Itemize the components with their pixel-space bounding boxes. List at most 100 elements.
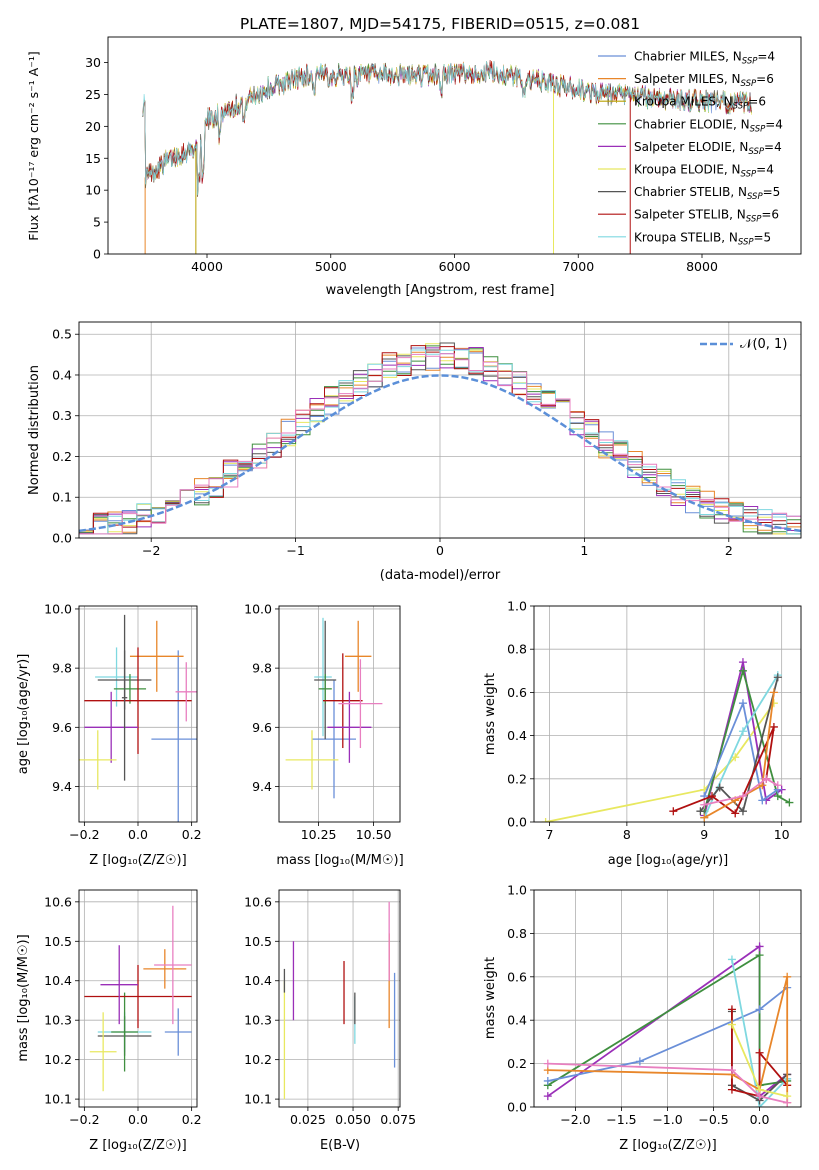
z-mass-x-label: Z [log₁₀(Z/Z☉)]: [89, 1138, 186, 1153]
y-tick-label: 0.6: [507, 685, 527, 700]
errorbar-group: [283, 901, 396, 1100]
residual-panel: −2 −1 0 1 2 0.0 0.1 0.2 0.3 0.4 0.5 𝒩(0, 1) (data-…: [27, 321, 802, 583]
weight-point-marker: [727, 955, 736, 964]
z-age-panel: Z [log₁₀(Z/Z☉)] age [log₁₀(age/yr)] −0.2…: [16, 601, 202, 868]
legend-label-main: Kroupa ELODIE, N: [634, 163, 741, 177]
y-tick-label: 0.5: [52, 327, 72, 342]
z-age-y-label: age [log₁₀(age/yr)]: [16, 654, 31, 775]
x-tick-label: −2: [142, 543, 160, 558]
weight-point-marker: [541, 818, 550, 822]
y-tick-label: 9.8: [52, 661, 72, 676]
age-weight-x-label: age [log₁₀(age/yr)]: [608, 853, 729, 868]
y-tick-label: 1.0: [507, 599, 527, 614]
y-tick-label: 9.4: [52, 779, 72, 794]
weight-point-marker: [783, 1098, 792, 1107]
y-tick-label: 9.8: [252, 661, 272, 676]
y-tick-label: 0.8: [507, 926, 527, 941]
x-tick-label: 0.0: [128, 1112, 148, 1127]
legend-label-sub: SSP: [742, 57, 758, 67]
y-tick-label: 0.2: [52, 449, 72, 464]
y-tick-label: 10.6: [44, 894, 72, 909]
legend-label-count: =4: [765, 117, 783, 131]
x-tick-label: −1.5: [606, 1112, 636, 1127]
y-tick-label: 20: [85, 119, 101, 134]
weight-point-marker: [543, 1059, 552, 1068]
x-tick-label: 6000: [439, 259, 471, 274]
weight-series-line: [703, 700, 779, 802]
legend-label-count: =6: [756, 72, 774, 86]
weight-point-marker: [762, 774, 771, 783]
axes-frame: [533, 889, 802, 1108]
x-tick-label: −0.2: [69, 1112, 99, 1127]
spectrum-panel: 4000 5000 6000 7000 8000 0 5 10 15 20 25 30 Chabrie…: [26, 36, 802, 298]
x-tick-label: −0.2: [69, 827, 99, 842]
x-tick-label: 0.0: [750, 1112, 770, 1127]
weight-series-line: [547, 1062, 788, 1104]
weight-point-marker: [785, 798, 794, 807]
x-tick-label: 7000: [562, 259, 594, 274]
age-weight-panel: age [log₁₀(age/yr)] mass weight 7 8 9 10 0.0…: [483, 599, 802, 868]
ebv-mass-x-label: E(B-V): [320, 1138, 360, 1153]
residual-x-label: (data-model)/error: [380, 568, 501, 583]
y-tick-label: 25: [85, 87, 101, 102]
weight-point-marker: [738, 792, 747, 801]
legend-label-main: Kroupa MILES, N: [634, 95, 733, 109]
errorbar-group: [84, 905, 192, 1092]
x-tick-label: 8000: [686, 259, 718, 274]
weight-point-marker: [727, 1085, 736, 1094]
axes-frame: [78, 321, 802, 539]
legend-label-sub: SSP: [733, 102, 749, 112]
errorbar-group: [285, 617, 383, 799]
weight-series-line: [731, 959, 788, 1107]
y-tick-label: 0.2: [507, 1056, 527, 1071]
z-mass-y-label: mass [log₁₀(M/M☉)]: [16, 934, 31, 1061]
legend-label-sub: SSP: [748, 147, 764, 157]
weight-point-marker: [543, 1076, 552, 1085]
y-tick-label: 10.5: [244, 934, 272, 949]
y-tick-label: 9.6: [52, 720, 72, 735]
legend-label-sub: SSP: [738, 237, 754, 247]
legend-label: Salpeter STELIB, NSSP=6: [634, 208, 779, 225]
weight-point-marker: [700, 813, 709, 822]
weight-point-marker: [755, 942, 764, 951]
x-tick-label: −0.5: [698, 1112, 728, 1127]
legend-label: Kroupa MILES, NSSP=6: [634, 95, 766, 112]
axes-frame: [278, 889, 401, 1108]
weight-point-marker: [727, 1005, 736, 1014]
x-tick-label: 0.0: [128, 827, 148, 842]
weight-series-line: [703, 667, 790, 812]
legend-label: Salpeter ELODIE, NSSP=4: [634, 140, 782, 157]
legend-label-count: =5: [763, 185, 781, 199]
legend-label-main: Salpeter MILES, N: [634, 72, 741, 86]
weight-point-marker: [727, 1020, 736, 1029]
weight-point-marker: [758, 796, 767, 805]
x-tick-label: 0.2: [182, 827, 202, 842]
y-tick-label: 9.6: [252, 720, 272, 735]
legend-label-sub: SSP: [746, 215, 762, 225]
legend-label-count: =4: [764, 140, 782, 154]
weight-series-line: [704, 777, 779, 806]
y-tick-label: 10.3: [44, 1013, 72, 1028]
y-tick-label: 10.2: [44, 1052, 72, 1067]
weight-point-marker: [696, 807, 705, 816]
axes-frame: [78, 605, 198, 823]
x-tick-label: 0.075: [380, 1112, 416, 1127]
y-tick-label: 0.0: [507, 815, 527, 830]
weight-point-marker: [669, 807, 678, 816]
y-tick-label: 0.6: [507, 969, 527, 984]
legend-label-sub: SSP: [747, 192, 763, 202]
y-tick-label: 0.1: [52, 490, 72, 505]
axes-frame: [278, 605, 401, 823]
y-tick-label: 15: [85, 151, 101, 166]
y-tick-label: 0.0: [507, 1100, 527, 1115]
weight-point-marker: [783, 972, 792, 981]
weight-point-marker: [715, 783, 724, 792]
legend-label-count: =4: [757, 50, 775, 64]
gaussian-legend-label: 𝒩(0, 1): [740, 337, 787, 352]
weight-point-marker: [727, 1066, 736, 1075]
residual-plot-area: −2 −1 0 1 2 0.0 0.1 0.2 0.3 0.4 0.5: [52, 321, 802, 558]
legend-label-main: Kroupa STELIB, N: [634, 230, 738, 244]
histogram-series: [79, 353, 801, 535]
